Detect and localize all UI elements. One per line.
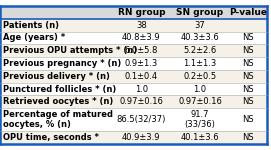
Text: 0.2±0.5: 0.2±0.5 <box>183 72 217 81</box>
Bar <box>171 70 229 83</box>
Bar <box>0 19 112 32</box>
Bar <box>112 95 171 108</box>
Text: 1.0: 1.0 <box>193 85 207 94</box>
Bar <box>171 19 229 32</box>
Text: 91.7
(33/36): 91.7 (33/36) <box>185 110 215 129</box>
Bar <box>171 131 229 144</box>
Text: P-value: P-value <box>229 8 267 17</box>
Text: 1.1±1.3: 1.1±1.3 <box>183 59 217 68</box>
Bar <box>112 131 171 144</box>
Text: 40.8±3.9: 40.8±3.9 <box>122 33 161 42</box>
Bar <box>0 6 112 19</box>
Text: 38: 38 <box>136 21 147 30</box>
Text: NS: NS <box>242 115 254 124</box>
Text: 0.97±0.16: 0.97±0.16 <box>120 97 163 106</box>
Bar <box>0 70 112 83</box>
Text: 40.3±3.6: 40.3±3.6 <box>181 33 220 42</box>
Text: 40.1±3.6: 40.1±3.6 <box>181 133 219 142</box>
Text: 0.9±1.3: 0.9±1.3 <box>125 59 158 68</box>
Text: NS: NS <box>242 46 254 55</box>
Bar <box>229 19 267 32</box>
Bar <box>0 131 112 144</box>
Bar <box>0 32 112 44</box>
Bar <box>229 6 267 19</box>
Bar <box>229 83 267 95</box>
Text: 1.0: 1.0 <box>135 85 148 94</box>
Bar <box>229 32 267 44</box>
Bar <box>171 57 229 70</box>
Bar <box>112 32 171 44</box>
Text: Patients (n): Patients (n) <box>3 21 59 30</box>
Text: Retrieved oocytes * (n): Retrieved oocytes * (n) <box>3 97 114 106</box>
Bar <box>171 6 229 19</box>
Bar <box>112 83 171 95</box>
Text: NS: NS <box>242 59 254 68</box>
Text: SN group: SN group <box>176 8 224 17</box>
Text: 0.97±0.16: 0.97±0.16 <box>178 97 222 106</box>
Text: NS: NS <box>242 72 254 81</box>
Text: RN group: RN group <box>118 8 165 17</box>
Text: NS: NS <box>242 85 254 94</box>
Bar <box>171 44 229 57</box>
Bar <box>0 83 112 95</box>
Text: Previous pregnancy * (n): Previous pregnancy * (n) <box>3 59 121 68</box>
Bar <box>112 70 171 83</box>
Bar <box>0 108 112 131</box>
Bar <box>171 32 229 44</box>
Bar <box>112 6 171 19</box>
Bar <box>229 44 267 57</box>
Text: Percentage of matured
oocytes, % (n): Percentage of matured oocytes, % (n) <box>3 110 113 129</box>
Bar <box>112 19 171 32</box>
Bar <box>0 95 112 108</box>
Text: NS: NS <box>242 133 254 142</box>
Text: NS: NS <box>242 97 254 106</box>
Bar <box>171 95 229 108</box>
Bar <box>0 44 112 57</box>
Text: Previous delivery * (n): Previous delivery * (n) <box>3 72 110 81</box>
Text: NS: NS <box>242 33 254 42</box>
Text: Punctured follicles * (n): Punctured follicles * (n) <box>3 85 117 94</box>
Bar <box>229 70 267 83</box>
Text: 6.0±5.8: 6.0±5.8 <box>125 46 158 55</box>
Text: 86.5(32/37): 86.5(32/37) <box>117 115 166 124</box>
Bar <box>229 95 267 108</box>
Bar <box>171 108 229 131</box>
Text: 0.1±0.4: 0.1±0.4 <box>125 72 158 81</box>
Text: OPU time, seconds *: OPU time, seconds * <box>3 133 99 142</box>
Text: 40.9±3.9: 40.9±3.9 <box>122 133 161 142</box>
Bar <box>229 108 267 131</box>
Bar <box>229 57 267 70</box>
Bar <box>0 57 112 70</box>
Text: 5.2±2.6: 5.2±2.6 <box>183 46 217 55</box>
Bar <box>112 44 171 57</box>
Bar <box>112 57 171 70</box>
Text: Age (years) *: Age (years) * <box>3 33 66 42</box>
Bar <box>229 131 267 144</box>
Text: Previous OPU attempts * (n): Previous OPU attempts * (n) <box>3 46 137 55</box>
Bar <box>171 83 229 95</box>
Bar <box>112 108 171 131</box>
Text: 37: 37 <box>195 21 205 30</box>
